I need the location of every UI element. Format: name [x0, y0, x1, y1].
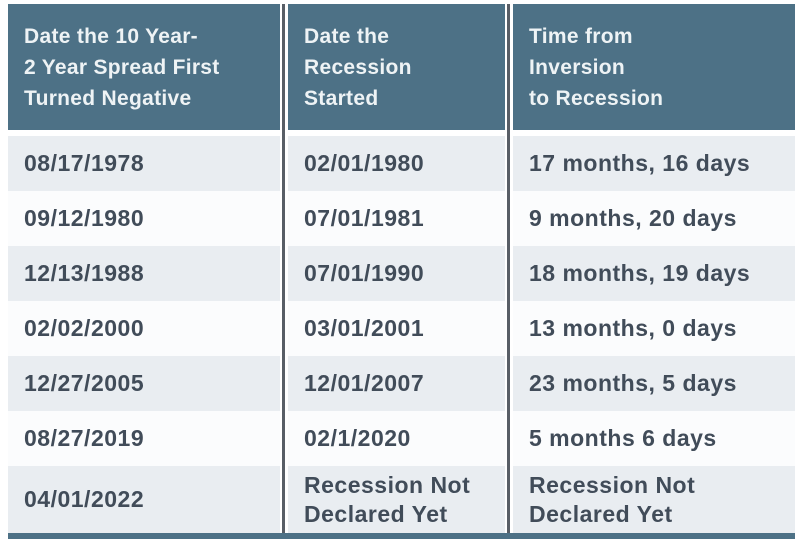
inversion-date-cell: 12/13/1988 [8, 246, 280, 301]
inversion-recession-table: Date the 10 Year- 2 Year Spread First Tu… [8, 4, 795, 539]
recession-date-cell: 02/1/2020 [288, 411, 505, 466]
recession-date-cell: 07/01/1990 [288, 246, 505, 301]
duration-cell: 5 months 6 days [513, 411, 795, 466]
table-bottom-border [8, 533, 795, 539]
header-cell-time-to-recession: Time from Inversion to Recession [513, 4, 795, 130]
duration-status-cell: Recession Not Declared Yet [513, 466, 795, 533]
inversion-date-cell: 09/12/1980 [8, 191, 280, 246]
recession-date-cell: 12/01/2007 [288, 356, 505, 411]
inversion-date-cell: 04/01/2022 [8, 466, 280, 533]
header-cell-recession-start: Date the Recession Started [288, 4, 505, 130]
header-cell-inversion-date: Date the 10 Year- 2 Year Spread First Tu… [8, 4, 280, 130]
header-line: Inversion [529, 56, 626, 79]
inversion-date-cell: 08/27/2019 [8, 411, 280, 466]
duration-cell: 13 months, 0 days [513, 301, 795, 356]
recession-date-cell: 07/01/1981 [288, 191, 505, 246]
header-line: Date the 10 Year- [24, 25, 198, 48]
header-line: Started [304, 87, 379, 110]
recession-status-cell: Recession Not Declared Yet [288, 466, 505, 533]
inversion-date-cell: 12/27/2005 [8, 356, 280, 411]
recession-date-cell: 03/01/2001 [288, 301, 505, 356]
duration-cell: 23 months, 5 days [513, 356, 795, 411]
duration-cell: 18 months, 19 days [513, 246, 795, 301]
inversion-date-cell: 02/02/2000 [8, 301, 280, 356]
inversion-date-cell: 08/17/1978 [8, 136, 280, 191]
header-line: to Recession [529, 87, 664, 110]
header-line: Date the [304, 25, 390, 48]
header-line: 2 Year Spread First [24, 56, 220, 79]
header-line: Turned Negative [24, 87, 192, 110]
header-line: Recession [304, 56, 412, 79]
header-line: Time from [529, 25, 633, 48]
duration-cell: 17 months, 16 days [513, 136, 795, 191]
column-divider [505, 4, 513, 533]
column-divider [280, 4, 288, 533]
recession-date-cell: 02/01/1980 [288, 136, 505, 191]
duration-cell: 9 months, 20 days [513, 191, 795, 246]
